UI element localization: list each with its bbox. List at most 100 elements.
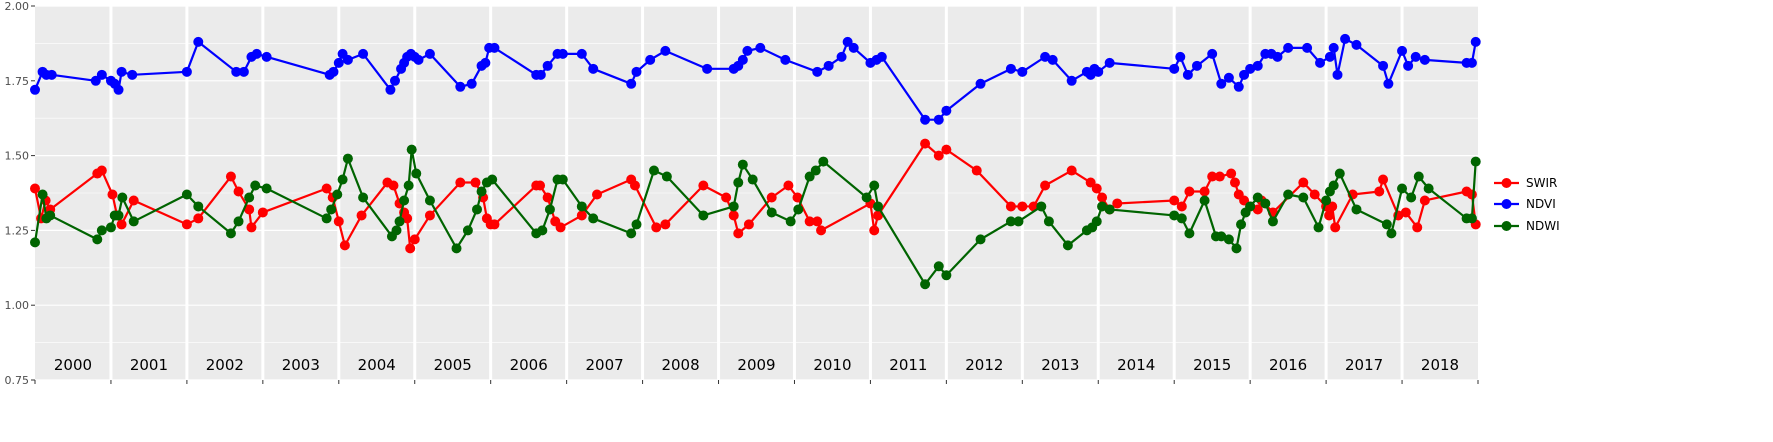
data-point-swir	[783, 180, 794, 191]
data-point-ndwi	[1406, 192, 1417, 203]
data-point-ndwi	[1104, 204, 1115, 215]
data-point-ndwi	[394, 216, 405, 227]
data-point-ndwi	[1223, 234, 1234, 245]
data-point-ndvi	[424, 48, 435, 59]
legend-key-point	[1501, 199, 1512, 209]
data-point-ndwi	[342, 153, 353, 164]
data-point-ndwi	[406, 144, 417, 155]
data-point-ndwi	[1062, 240, 1073, 251]
data-point-swir	[402, 213, 413, 224]
major-gridlines	[35, 5, 1478, 381]
data-point-ndwi	[810, 165, 821, 176]
y-tick-label: 1.75	[5, 75, 30, 88]
data-point-ndvi	[1419, 54, 1430, 65]
data-point-ndvi	[1175, 51, 1186, 62]
data-point-swir	[1309, 189, 1320, 200]
data-point-ndwi	[30, 237, 40, 248]
data-point-swir	[728, 210, 739, 221]
data-point-ndwi	[1470, 156, 1481, 167]
data-point-swir	[409, 234, 420, 245]
data-point-ndwi	[1423, 183, 1434, 194]
y-tick-label: 1.00	[5, 299, 30, 312]
data-point-ndvi	[1040, 51, 1051, 62]
data-point-ndvi	[941, 105, 952, 116]
data-point-swir	[535, 180, 546, 191]
data-point-ndvi	[1403, 60, 1414, 71]
data-point-swir	[660, 219, 671, 230]
data-point-ndvi	[645, 54, 656, 65]
data-point-ndvi	[1047, 54, 1058, 65]
data-point-ndwi	[462, 225, 473, 236]
data-point-ndvi	[933, 114, 944, 125]
data-point-ndwi	[873, 201, 884, 212]
data-point-ndwi	[1260, 198, 1271, 209]
data-point-swir	[1005, 201, 1016, 212]
year-label: 2011	[889, 356, 927, 374]
data-point-swir	[592, 189, 603, 200]
data-point-ndvi	[46, 69, 57, 80]
data-point-ndvi	[127, 69, 138, 80]
data-point-ndwi	[818, 156, 829, 167]
data-point-swir	[321, 183, 332, 194]
data-point-swir	[246, 222, 257, 233]
legend-item-swir: SWIR	[1494, 176, 1557, 190]
data-point-ndvi	[181, 66, 192, 77]
data-point-ndvi	[576, 48, 587, 59]
data-point-ndwi	[557, 174, 568, 185]
year-label: 2012	[965, 356, 1003, 374]
data-point-ndwi	[1036, 201, 1047, 212]
data-point-swir	[766, 192, 777, 203]
data-point-ndwi	[399, 195, 410, 206]
data-point-ndvi	[328, 66, 339, 77]
data-point-ndvi	[116, 66, 127, 77]
data-point-ndwi	[113, 210, 124, 221]
data-point-swir	[1207, 171, 1218, 182]
data-point-swir	[1374, 186, 1385, 197]
data-point-swir	[816, 225, 827, 236]
data-point-ndvi	[358, 48, 369, 59]
data-point-ndvi	[1283, 42, 1294, 53]
data-point-ndvi	[812, 66, 823, 77]
data-point-ndvi	[1351, 39, 1362, 50]
data-point-swir	[971, 165, 982, 176]
data-point-swir	[721, 192, 732, 203]
data-point-swir	[96, 165, 107, 176]
data-point-ndwi	[326, 204, 337, 215]
legend-key-point	[1501, 178, 1512, 188]
data-point-ndwi	[1231, 243, 1242, 254]
data-point-swir	[107, 189, 118, 200]
data-point-ndwi	[403, 180, 414, 191]
data-point-ndvi	[975, 78, 986, 89]
data-point-ndvi	[737, 54, 748, 65]
data-point-ndwi	[321, 213, 332, 224]
data-point-ndvi	[1182, 69, 1193, 80]
data-point-swir	[1214, 171, 1225, 182]
data-point-ndwi	[861, 192, 872, 203]
year-label: 2007	[586, 356, 624, 374]
data-point-ndwi	[920, 279, 931, 290]
data-point-ndwi	[332, 189, 343, 200]
data-point-ndwi	[728, 201, 739, 212]
legend-label: NDWI	[1526, 219, 1560, 233]
data-point-ndvi	[1272, 51, 1283, 62]
series-ndwi	[30, 144, 1481, 290]
data-point-swir	[1169, 195, 1180, 206]
data-point-ndwi	[391, 225, 402, 236]
data-point-ndwi	[487, 174, 498, 185]
data-point-ndwi	[1245, 201, 1256, 212]
data-point-ndwi	[626, 228, 637, 239]
data-point-ndvi	[1005, 63, 1016, 74]
data-point-ndvi	[742, 45, 753, 56]
series-ndvi	[30, 33, 1481, 125]
data-point-ndvi	[588, 63, 599, 74]
data-point-ndvi	[238, 66, 249, 77]
data-point-ndwi	[476, 186, 487, 197]
data-point-ndwi	[37, 189, 48, 200]
data-point-ndvi	[557, 48, 568, 59]
data-point-ndvi	[1104, 57, 1115, 68]
data-point-ndwi	[785, 216, 796, 227]
data-point-swir	[257, 207, 268, 218]
data-point-swir	[1066, 165, 1077, 176]
data-point-swir	[1097, 192, 1108, 203]
data-point-swir	[1040, 180, 1051, 191]
